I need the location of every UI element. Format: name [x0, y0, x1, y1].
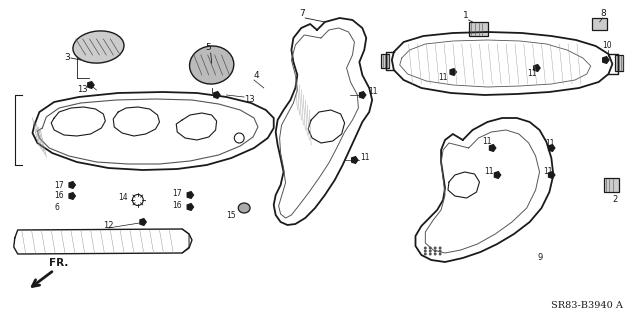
Circle shape [429, 253, 432, 256]
Text: 11: 11 [543, 167, 553, 176]
FancyBboxPatch shape [592, 18, 607, 30]
Polygon shape [548, 172, 555, 178]
Text: 8: 8 [600, 10, 606, 19]
Text: 16: 16 [172, 201, 182, 210]
Polygon shape [351, 157, 358, 163]
Polygon shape [140, 219, 146, 225]
Text: 1: 1 [463, 11, 468, 20]
Text: 11: 11 [438, 73, 447, 83]
FancyBboxPatch shape [381, 54, 389, 68]
Polygon shape [188, 204, 193, 210]
Circle shape [424, 247, 427, 249]
Circle shape [424, 253, 427, 256]
Polygon shape [534, 65, 540, 71]
Circle shape [429, 249, 432, 253]
Polygon shape [548, 145, 555, 151]
Polygon shape [450, 69, 456, 75]
FancyBboxPatch shape [615, 55, 623, 71]
Text: 11: 11 [545, 138, 555, 147]
Text: 7: 7 [300, 10, 305, 19]
Circle shape [438, 253, 442, 256]
Text: 4: 4 [254, 70, 260, 79]
Circle shape [438, 249, 442, 253]
Text: 3: 3 [64, 54, 70, 63]
Polygon shape [88, 82, 94, 88]
Text: 2: 2 [612, 196, 618, 204]
Polygon shape [490, 145, 496, 151]
Text: 5: 5 [205, 43, 211, 53]
Circle shape [434, 249, 436, 253]
Text: 13: 13 [244, 95, 255, 105]
Circle shape [429, 247, 432, 249]
Text: 16: 16 [54, 191, 64, 201]
Text: 11: 11 [360, 152, 370, 161]
Text: 11: 11 [368, 87, 378, 97]
Text: SR83-B3940 A: SR83-B3940 A [551, 301, 623, 310]
Polygon shape [188, 192, 193, 198]
Text: 17: 17 [172, 189, 182, 197]
Text: 6: 6 [54, 203, 59, 211]
Circle shape [434, 253, 436, 256]
Text: 10: 10 [602, 41, 612, 50]
Polygon shape [495, 172, 500, 178]
Ellipse shape [73, 31, 124, 63]
Text: 11: 11 [483, 137, 492, 146]
Polygon shape [603, 57, 609, 63]
Text: 14: 14 [118, 194, 128, 203]
Text: 11: 11 [484, 167, 494, 176]
Polygon shape [69, 182, 76, 188]
Polygon shape [214, 92, 220, 98]
Text: 17: 17 [54, 181, 64, 189]
Text: 9: 9 [538, 254, 543, 263]
Polygon shape [360, 92, 366, 98]
Text: 15: 15 [227, 211, 236, 219]
Circle shape [438, 247, 442, 249]
FancyBboxPatch shape [604, 178, 620, 192]
Polygon shape [69, 193, 76, 199]
Text: 13: 13 [77, 85, 88, 94]
Circle shape [424, 249, 427, 253]
Text: FR.: FR. [49, 258, 68, 268]
Ellipse shape [189, 46, 234, 84]
Text: 12: 12 [104, 220, 114, 229]
FancyBboxPatch shape [468, 22, 488, 36]
Text: 11: 11 [527, 70, 536, 78]
Ellipse shape [238, 203, 250, 213]
Circle shape [434, 247, 436, 249]
